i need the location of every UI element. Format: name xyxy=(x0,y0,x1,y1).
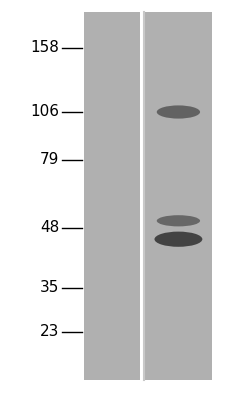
Ellipse shape xyxy=(156,215,199,226)
Bar xyxy=(144,12,211,380)
Text: 35: 35 xyxy=(40,280,59,296)
Text: 48: 48 xyxy=(40,220,59,236)
Text: 23: 23 xyxy=(40,324,59,340)
Text: 79: 79 xyxy=(40,152,59,168)
Ellipse shape xyxy=(154,232,201,247)
Bar xyxy=(84,12,140,380)
Text: 106: 106 xyxy=(30,104,59,120)
Ellipse shape xyxy=(156,105,199,119)
Text: 158: 158 xyxy=(30,40,59,56)
